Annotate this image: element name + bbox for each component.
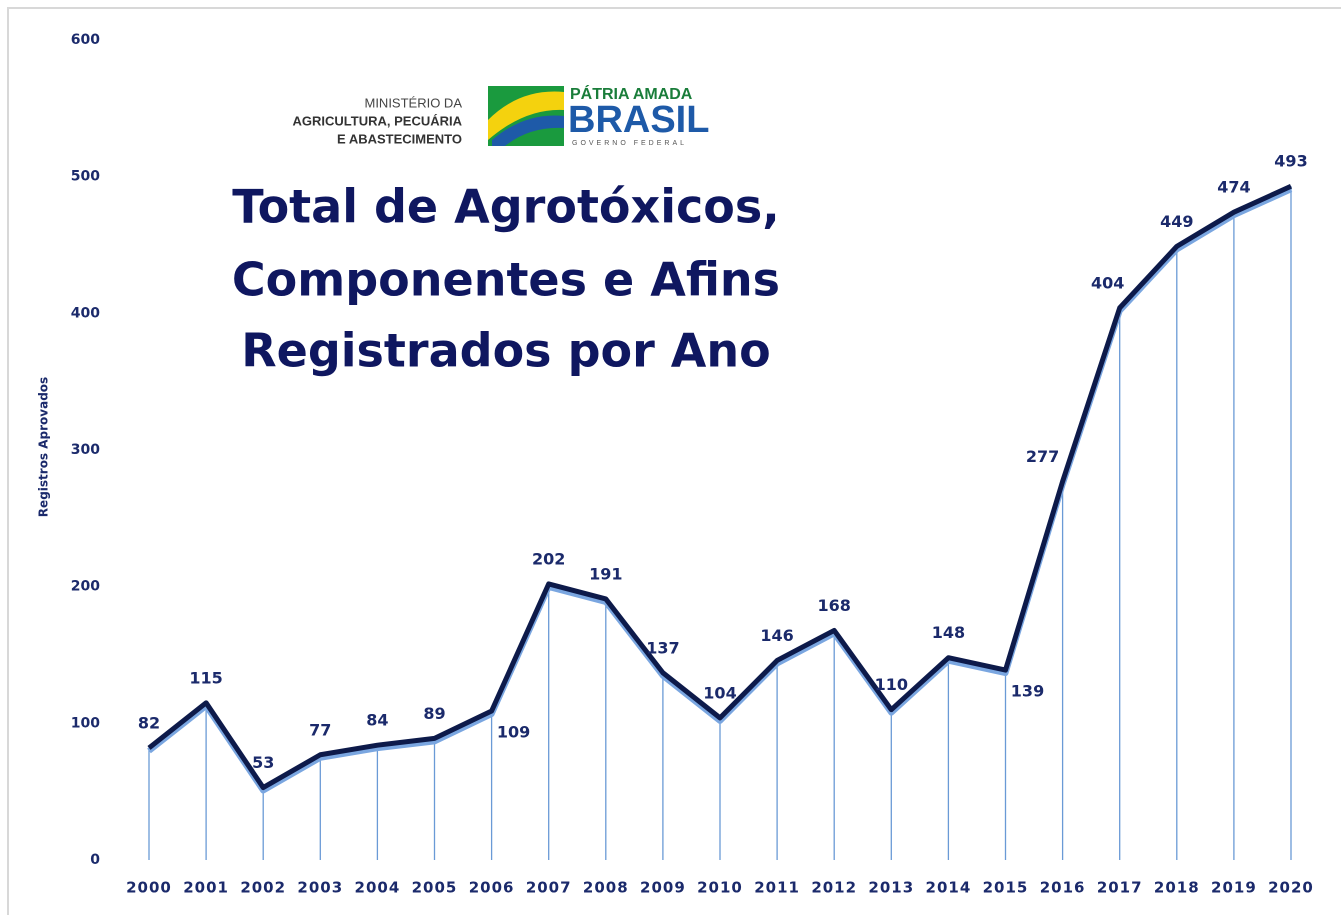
flag-yellow — [488, 91, 564, 140]
x-tick-label: 2018 — [1154, 879, 1200, 897]
logo-text: E ABASTECIMENTO — [337, 131, 462, 146]
x-tick-label: 2006 — [469, 879, 515, 897]
logo-text: AGRICULTURA, PECUÁRIA — [293, 113, 463, 128]
value-label: 109 — [497, 723, 530, 742]
value-label: 84 — [366, 711, 388, 730]
flag-blue — [492, 115, 564, 146]
value-label: 137 — [646, 638, 679, 657]
x-tick-label: 2011 — [754, 879, 800, 897]
y-tick-label: 100 — [71, 715, 100, 731]
x-tick-label: 2020 — [1268, 879, 1314, 897]
value-label: 110 — [875, 675, 908, 694]
x-tick-label: 2016 — [1040, 879, 1086, 897]
x-tick-label: 2012 — [811, 879, 857, 897]
x-tick-label: 2013 — [868, 879, 914, 897]
value-label: 53 — [252, 753, 274, 772]
logo-text: MINISTÉRIO DA — [364, 95, 462, 110]
chart-title: Total de Agrotóxicos, — [232, 180, 779, 234]
x-tick-label: 2003 — [297, 879, 343, 897]
x-tick-label: 2000 — [126, 879, 172, 897]
y-tick-label: 300 — [71, 442, 100, 458]
x-tick-label: 2014 — [926, 879, 972, 897]
value-label: 449 — [1160, 212, 1193, 231]
y-tick-label: 200 — [71, 579, 100, 595]
value-label: 146 — [760, 626, 793, 645]
x-tick-label: 2008 — [583, 879, 629, 897]
value-label: 139 — [1011, 682, 1044, 701]
logo-text: PÁTRIA AMADA — [570, 84, 693, 103]
y-tick-label: 400 — [71, 305, 100, 321]
value-label: 82 — [138, 713, 160, 732]
value-label: 191 — [589, 564, 622, 583]
y-tick-label: 500 — [71, 169, 100, 185]
logo-text: BRASIL — [568, 99, 709, 141]
line — [147, 183, 1293, 791]
x-tick-label: 2004 — [355, 879, 401, 897]
y-tick-label: 600 — [71, 32, 100, 48]
value-label: 89 — [423, 704, 445, 723]
value-label: 493 — [1274, 152, 1307, 171]
x-tick-label: 2009 — [640, 879, 686, 897]
value-label: 404 — [1091, 273, 1124, 292]
x-tick-label: 2015 — [983, 879, 1029, 897]
x-tick-label: 2007 — [526, 879, 572, 897]
value-label: 104 — [703, 683, 736, 702]
x-tick-label: 2010 — [697, 879, 743, 897]
x-tick-label: 2001 — [183, 879, 229, 897]
x-tick-label: 2005 — [412, 879, 458, 897]
chart-title: Componentes e Afins — [232, 253, 780, 307]
logo-text: GOVERNO FEDERAL — [572, 140, 687, 147]
y-tick-label: 0 — [90, 852, 100, 868]
frame — [7, 7, 1341, 915]
value-label: 474 — [1217, 178, 1250, 197]
x-tick-label: 2002 — [240, 879, 286, 897]
value-label: 277 — [1026, 447, 1059, 466]
value-label: 148 — [932, 623, 965, 642]
value-label: 77 — [309, 720, 331, 739]
chart-title: Registrados por Ano — [241, 324, 771, 378]
x-tick-label: 2019 — [1211, 879, 1257, 897]
value-label: 202 — [532, 549, 565, 568]
x-tick-label: 2017 — [1097, 879, 1143, 897]
logo: MINISTÉRIO DA AGRICULTURA, PECUÁRIA E AB… — [293, 84, 710, 147]
y-axis-title: Registros Aprovados — [37, 377, 51, 517]
value-label: 115 — [189, 668, 222, 687]
value-label: 168 — [817, 596, 850, 615]
